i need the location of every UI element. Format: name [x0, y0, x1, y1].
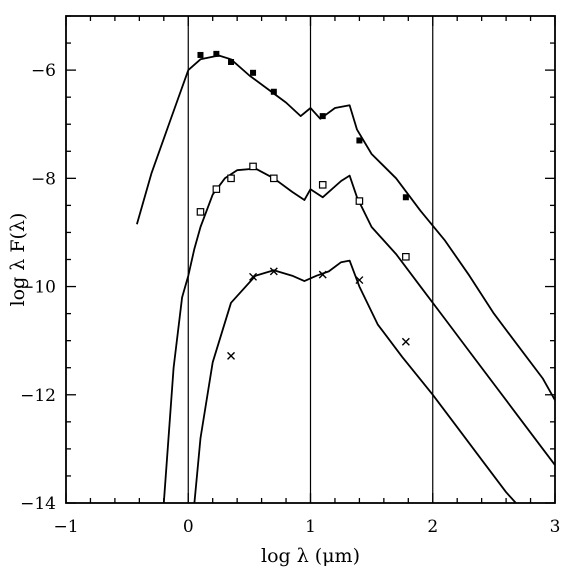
data-point-filled-square [319, 113, 326, 120]
y-tick-label: −10 [20, 278, 56, 298]
data-point-open-square [355, 197, 364, 205]
data-point-open-square [270, 174, 278, 183]
model-curves [136, 54, 556, 504]
data-point-open-square [249, 162, 257, 171]
data-point-open-square [402, 252, 410, 261]
data-point-filled-square [270, 88, 277, 95]
tick-labels: −1 0 1 2 3−14−12−10−8−6 [20, 61, 560, 537]
data-point-filled-square [356, 137, 363, 144]
data-point-cross [401, 337, 410, 346]
y-axis-title: log λ F(λ) [7, 213, 29, 307]
x-tick-label: 0 [183, 517, 194, 537]
y-tick-label: −8 [31, 169, 56, 189]
data-point-filled-square [250, 69, 257, 76]
y-tick-label: −14 [20, 494, 56, 514]
data-point-cross [269, 267, 278, 276]
model-curve-3 [193, 259, 517, 504]
axis-ticks [65, 15, 556, 504]
data-point-open-square [227, 174, 235, 183]
data-point-cross [355, 276, 364, 285]
data-point-open-square [212, 185, 221, 193]
data-point-filled-square [197, 51, 204, 58]
y-tick-label: −6 [31, 61, 56, 81]
x-tick-label: −1 [53, 517, 78, 537]
model-curve-2 [162, 167, 556, 504]
vertical-gridlines [187, 16, 434, 503]
data-point-cross [318, 270, 327, 279]
data-point-filled-square [402, 194, 409, 201]
x-tick-label: 2 [427, 517, 438, 537]
y-tick-label: −12 [20, 386, 56, 406]
data-point-open-square [196, 208, 205, 216]
x-tick-label: 3 [550, 517, 561, 537]
x-axis-title: log λ (μm) [261, 545, 360, 567]
data-point-open-square [318, 181, 327, 189]
data-point-filled-square [213, 50, 220, 57]
data-point-cross [249, 272, 258, 281]
data-point-filled-square [228, 58, 235, 65]
data-point-cross [227, 351, 236, 360]
x-tick-label: 1 [305, 517, 316, 537]
data-points [196, 50, 410, 360]
